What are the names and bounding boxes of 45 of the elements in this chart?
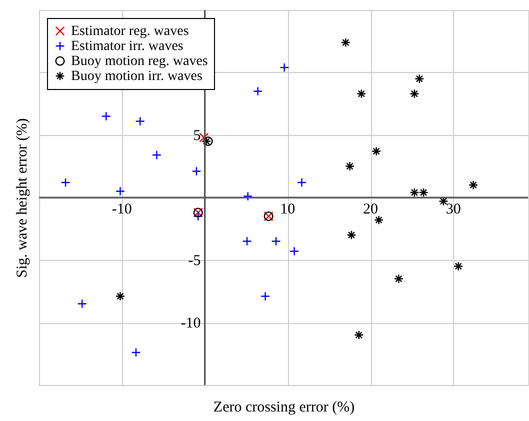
x-axis-title: Zero crossing error (%) bbox=[213, 400, 355, 416]
point bbox=[271, 236, 281, 246]
legend-label: Buoy motion reg. waves bbox=[71, 54, 208, 69]
point bbox=[354, 330, 364, 340]
legend-label: Estimator irr. waves bbox=[71, 39, 184, 54]
point bbox=[356, 88, 366, 99]
point bbox=[468, 180, 478, 190]
point bbox=[152, 150, 162, 160]
point bbox=[115, 186, 126, 196]
point bbox=[372, 146, 382, 156]
point bbox=[345, 161, 355, 172]
point bbox=[414, 74, 424, 84]
point bbox=[193, 211, 203, 222]
legend-label: Buoy motion irr. waves bbox=[71, 69, 202, 84]
point bbox=[135, 116, 145, 126]
point bbox=[131, 348, 141, 358]
point bbox=[346, 230, 356, 240]
point bbox=[289, 246, 300, 256]
point bbox=[374, 215, 384, 225]
y-tick-label: -5 bbox=[188, 253, 201, 269]
point bbox=[454, 261, 464, 272]
x-tick-label: 30 bbox=[446, 202, 461, 218]
point bbox=[394, 274, 404, 284]
point bbox=[340, 38, 350, 48]
point bbox=[260, 291, 270, 302]
point bbox=[115, 291, 126, 302]
point bbox=[60, 178, 70, 188]
point bbox=[243, 191, 253, 202]
x-tick-label: 20 bbox=[363, 202, 378, 218]
x-tick-label: 10 bbox=[280, 202, 296, 218]
point bbox=[77, 298, 87, 309]
x-tick-label: -10 bbox=[112, 202, 132, 218]
point bbox=[418, 188, 428, 198]
point bbox=[253, 86, 263, 96]
point bbox=[410, 188, 420, 198]
y-axis-title: Sig. wave height error (%) bbox=[14, 118, 30, 278]
point bbox=[192, 166, 202, 176]
point bbox=[280, 62, 290, 72]
point bbox=[410, 88, 420, 99]
y-tick-label: 5 bbox=[193, 128, 201, 144]
legend-label: Estimator reg. waves bbox=[71, 24, 189, 39]
point bbox=[101, 111, 111, 122]
point bbox=[296, 178, 307, 188]
y-tick-label: -10 bbox=[180, 316, 201, 332]
point bbox=[242, 236, 252, 246]
